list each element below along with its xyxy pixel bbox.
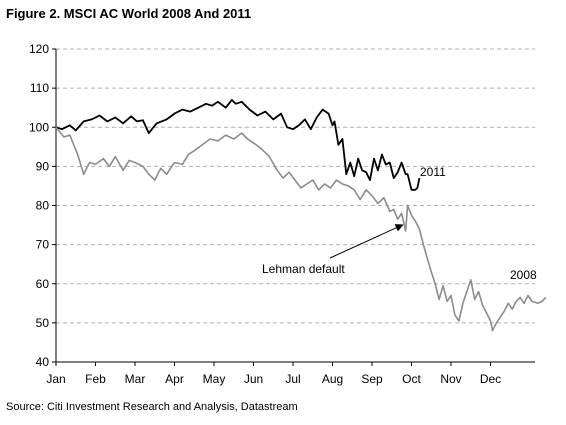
x-tick-label-sep: Sep — [361, 372, 383, 386]
x-tick-labels: Jan Feb Mar Apr May Jun Jul Aug Sep Oct Nov Dec — [46, 362, 501, 386]
y-tick-label: 50 — [36, 316, 50, 330]
series-label-2011: 2011 — [420, 165, 446, 179]
y-tick-label: 120 — [29, 42, 49, 56]
annotations: Lehman default — [262, 224, 404, 276]
y-tick-labels: 40 50 60 70 80 90 100 110 120 — [29, 42, 56, 369]
y-tick-label: 40 — [36, 355, 50, 369]
y-tick-label: 60 — [36, 277, 50, 291]
y-tick-label: 90 — [36, 159, 50, 173]
x-tick-label-oct: Oct — [402, 372, 421, 386]
figure-title: Figure 2. MSCI AC World 2008 And 2011 — [6, 6, 252, 21]
source-note: Source: Citi Investment Research and Ana… — [6, 401, 298, 413]
x-tick-label-jun: Jun — [244, 372, 263, 386]
series-labels: 2011 2008 — [420, 165, 537, 282]
y-tick-label: 100 — [29, 120, 49, 134]
x-tick-label-may: May — [203, 372, 226, 386]
series-line-2008 — [55, 126, 547, 332]
x-tick-label-apr: Apr — [165, 372, 184, 386]
x-tick-label-feb: Feb — [85, 372, 106, 386]
y-tick-label: 70 — [36, 238, 50, 252]
series-line-2011 — [55, 99, 421, 191]
gridlines — [56, 48, 535, 324]
x-tick-label-jan: Jan — [46, 372, 65, 386]
y-tick-label: 110 — [30, 81, 49, 95]
x-tick-label-mar: Mar — [125, 372, 146, 386]
x-tick-label-aug: Aug — [322, 372, 343, 386]
x-tick-label-nov: Nov — [440, 372, 461, 386]
x-tick-label-jul: Jul — [285, 372, 300, 386]
y-tick-label: 80 — [36, 199, 50, 213]
series-lines — [55, 99, 547, 332]
lehman-arrow — [329, 224, 404, 259]
series-label-2008: 2008 — [510, 268, 537, 282]
lehman-default-label: Lehman default — [262, 262, 345, 276]
x-tick-label-dec: Dec — [480, 372, 501, 386]
